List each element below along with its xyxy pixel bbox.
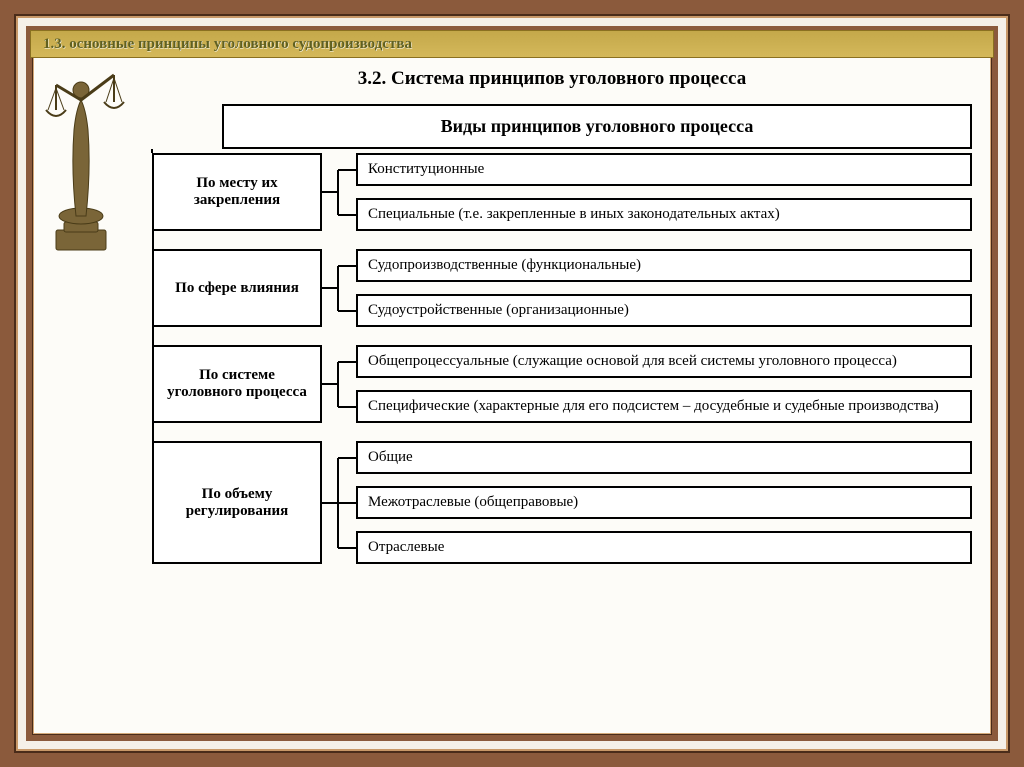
connector-line xyxy=(338,361,356,363)
main-classifier-box: Виды принципов уголовного процесса xyxy=(222,104,972,149)
hierarchy-tree: По месту их закрепления Конституционные Сп… xyxy=(152,153,972,564)
section-title: 3.2. Система принципов уголовного процес… xyxy=(132,68,972,90)
category-box: По сфере влияния xyxy=(152,249,322,327)
connector-line xyxy=(338,310,356,312)
connector-line xyxy=(337,170,339,215)
connector-line xyxy=(337,266,339,311)
child-box: Межотраслевые (общеправовые) xyxy=(356,486,972,519)
children-group: Общие Межотраслевые (общеправовые) Отрасле… xyxy=(356,441,972,564)
connector-line xyxy=(338,457,356,459)
connector-line xyxy=(338,502,356,504)
child-box: Специфические (характерные для его подси… xyxy=(356,390,972,423)
child-box: Специальные (т.е. закрепленные в иных за… xyxy=(356,198,972,231)
child-box: Отраслевые xyxy=(356,531,972,564)
connector-line xyxy=(338,265,356,267)
justice-statue-icon xyxy=(26,40,136,260)
inner-frame: 1.3. основные принципы уголовного судопр… xyxy=(26,26,998,741)
branch: По сфере влияния Судопроизводственные (фу… xyxy=(152,249,972,327)
content-area: 3.2. Система принципов уголовного процес… xyxy=(32,32,992,735)
category-box: По месту их закрепления xyxy=(152,153,322,231)
child-box: Судоустройственные (организационные) xyxy=(356,294,972,327)
children-group: Конституционные Специальные (т.е. закрепл… xyxy=(356,153,972,231)
header-band: 1.3. основные принципы уголовного судопр… xyxy=(30,30,994,58)
connector-line xyxy=(338,547,356,549)
connector-line xyxy=(151,149,153,153)
connector-line xyxy=(337,362,339,407)
connector-line xyxy=(338,214,356,216)
children-group: Судопроизводственные (функциональные) Суд… xyxy=(356,249,972,327)
child-box: Общие xyxy=(356,441,972,474)
child-box: Судопроизводственные (функциональные) xyxy=(356,249,972,282)
connector-line xyxy=(322,502,338,504)
connector-line xyxy=(338,406,356,408)
branch: По системе уголовного процесса Общепроцес… xyxy=(152,345,972,423)
connector-line xyxy=(322,191,338,193)
header-text: 1.3. основные принципы уголовного судопр… xyxy=(43,36,412,52)
category-box: По объему регулирования xyxy=(152,441,322,564)
connector-line xyxy=(322,383,338,385)
connector-line xyxy=(338,169,356,171)
branch: По месту их закрепления Конституционные Сп… xyxy=(152,153,972,231)
outer-frame: 1.3. основные принципы уголовного судопр… xyxy=(0,0,1024,767)
child-box: Общепроцессуальные (служащие основой для… xyxy=(356,345,972,378)
connector-line xyxy=(337,458,339,548)
branch: По объему регулирования Общие Межотраслевы… xyxy=(152,441,972,564)
connector-line xyxy=(322,287,338,289)
category-box: По системе уголовного процесса xyxy=(152,345,322,423)
child-box: Конституционные xyxy=(356,153,972,186)
children-group: Общепроцессуальные (служащие основой для… xyxy=(356,345,972,423)
